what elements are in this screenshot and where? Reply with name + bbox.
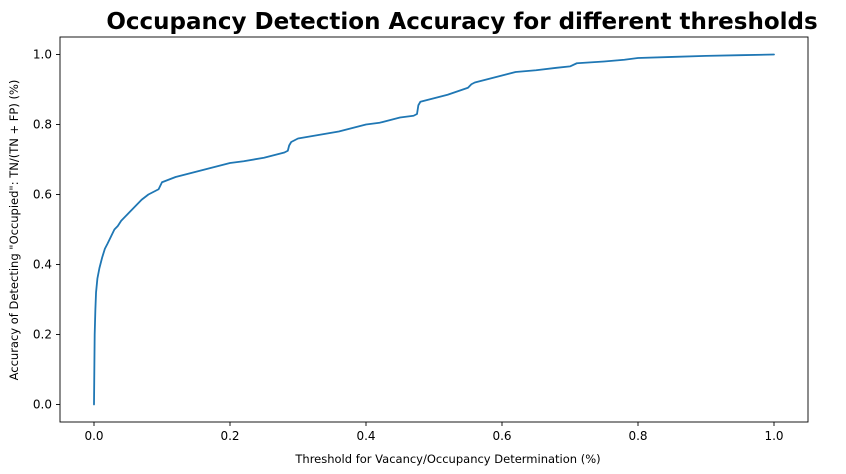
y-tick-label: 0.4 [33,258,52,272]
x-tick-label: 1.0 [764,429,783,443]
x-tick-label: 0.2 [220,429,239,443]
x-tick-label: 0.8 [628,429,647,443]
y-tick-label: 0.8 [33,118,52,132]
y-tick-label: 0.2 [33,328,52,342]
y-tick-label: 0.0 [33,398,52,412]
plot-frame [59,36,809,423]
x-axis-label: Threshold for Vacancy/Occupancy Determin… [294,452,600,466]
x-tick-label: 0.4 [356,429,375,443]
x-tick-label: 0.0 [84,429,103,443]
plot-area: 0.0 0.2 0.4 0.6 0.8 1.0 0.0 0.2 0.4 0.6 0.8 1.0 [33,36,809,443]
y-axis-label: Accuracy of Detecting "Occupied": TN/(TN… [7,80,21,381]
y-tick-label: 1.0 [33,48,52,62]
series-line [93,53,775,406]
chart-title: Occupancy Detection Accuracy for differe… [106,9,817,35]
y-tick-label: 0.6 [33,188,52,202]
x-tick-label: 0.6 [492,429,511,443]
